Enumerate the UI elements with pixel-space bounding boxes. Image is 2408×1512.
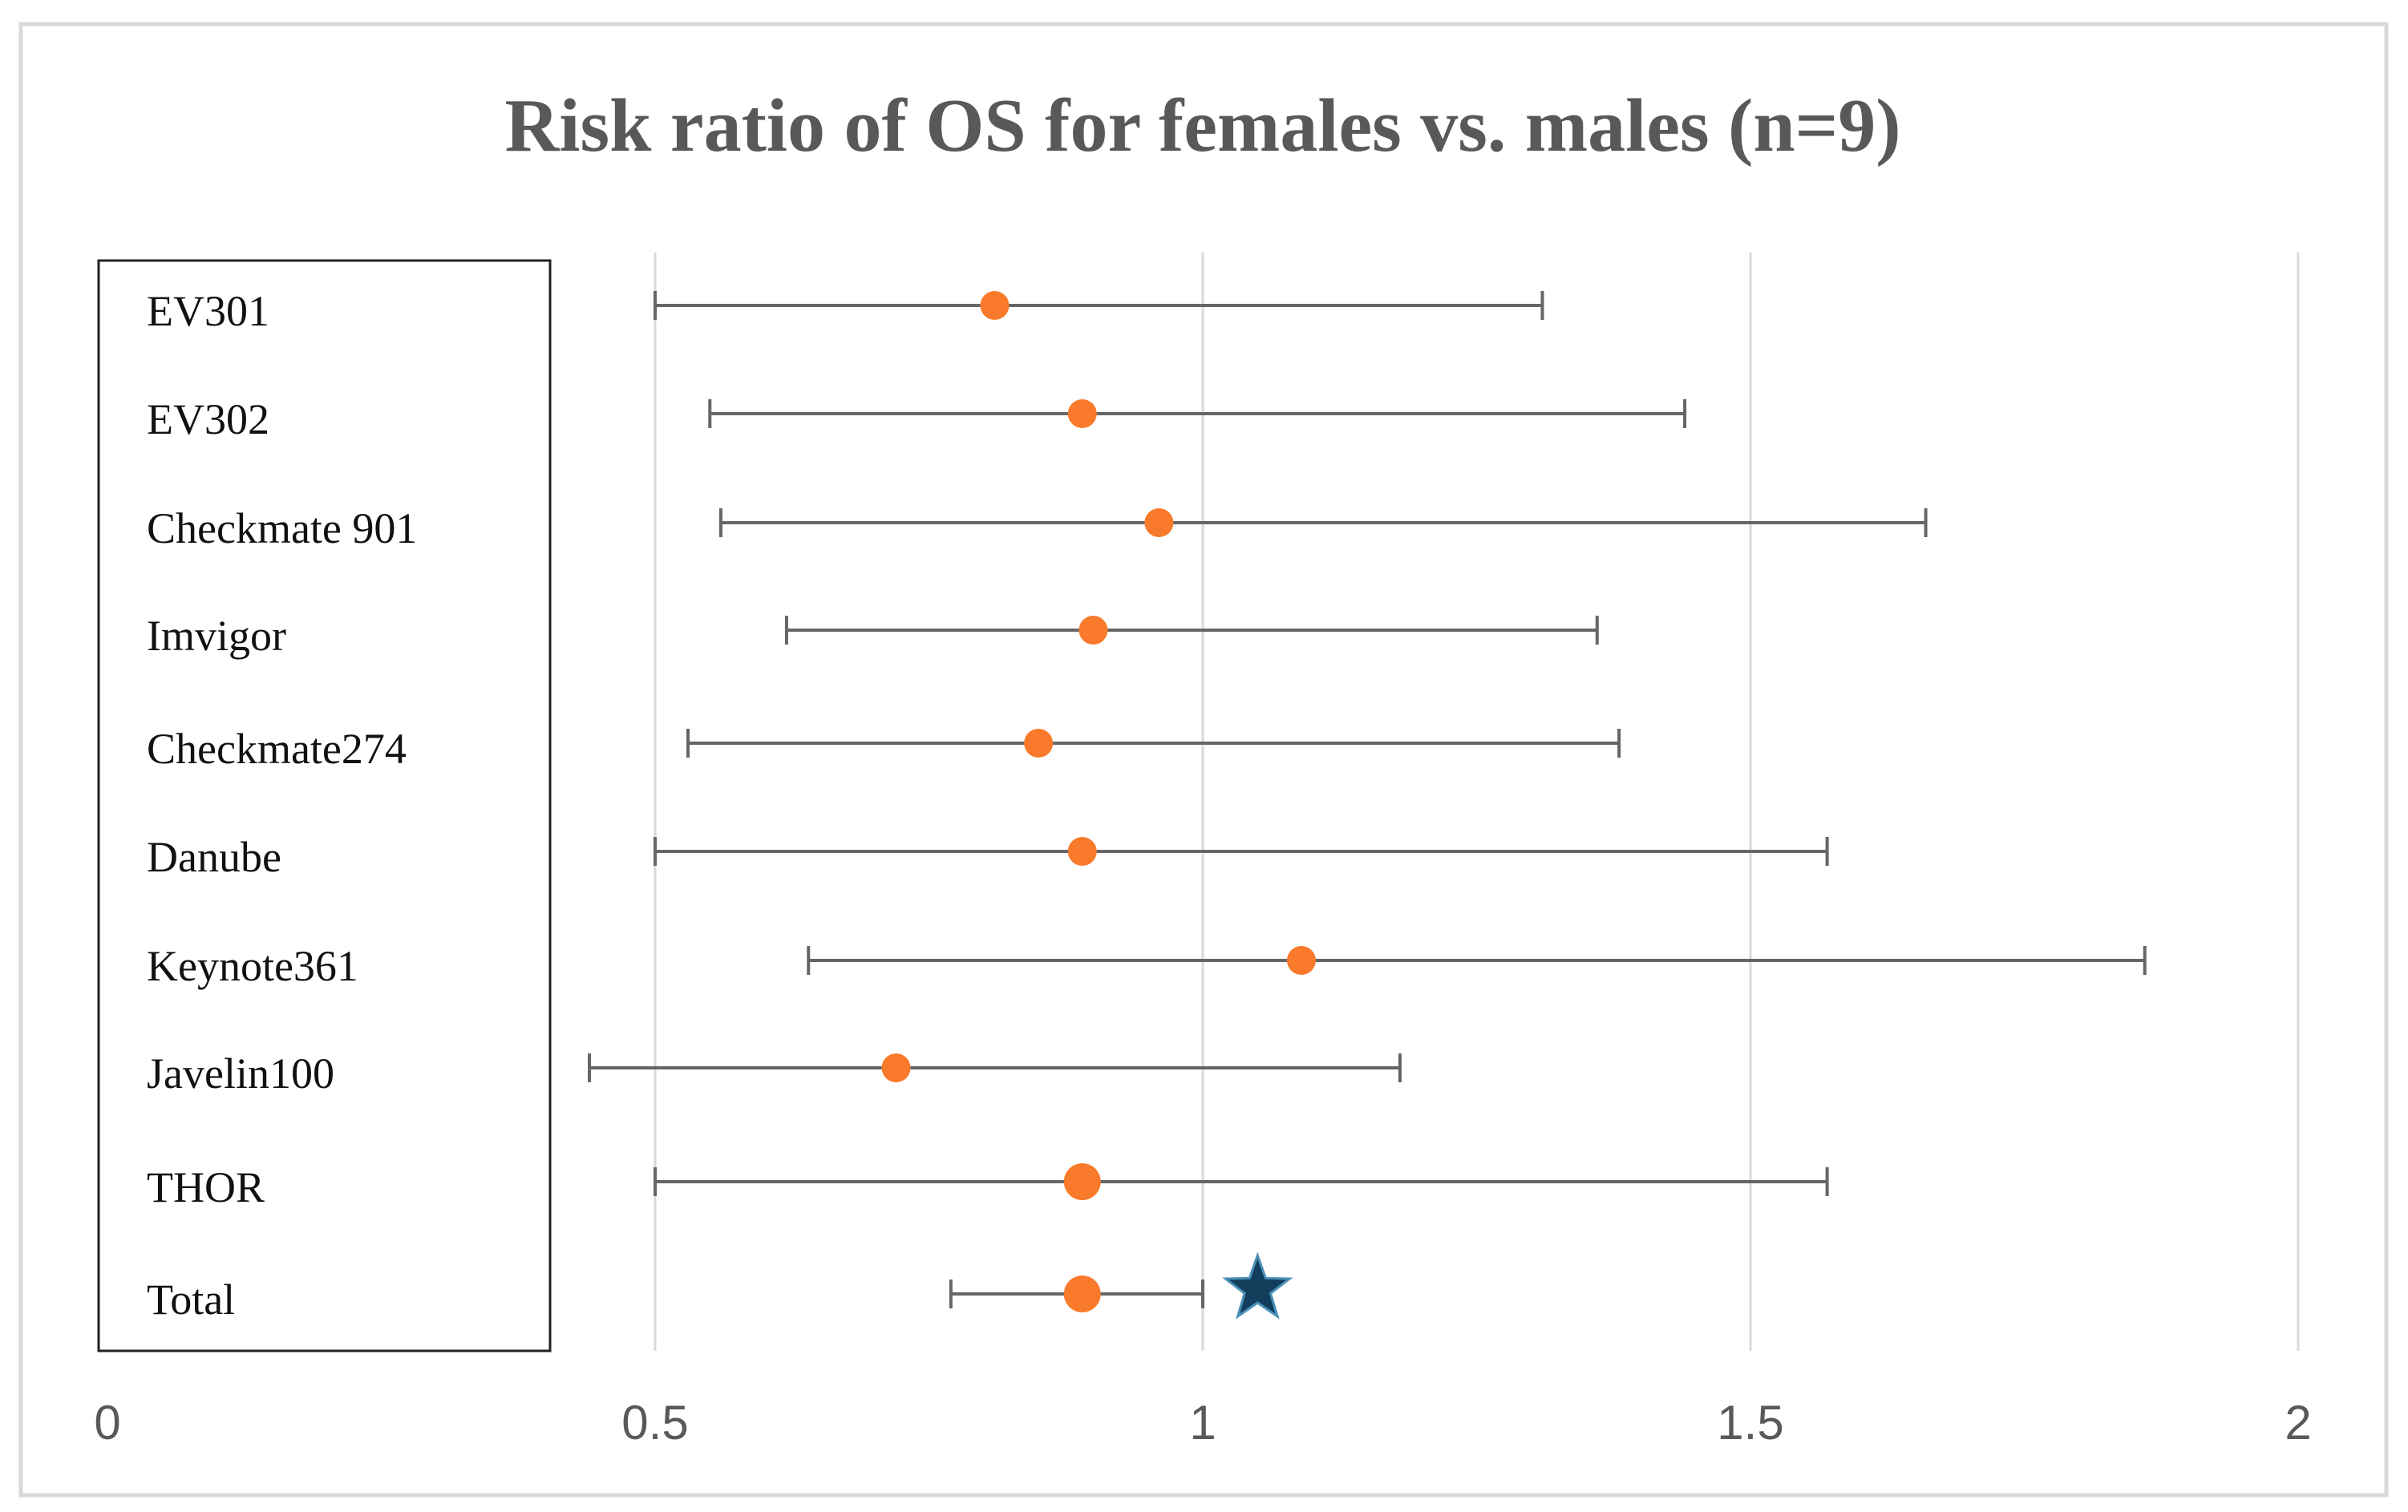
study-label: EV301 <box>147 287 269 335</box>
chart-title: Risk ratio of OS for females vs. males (… <box>504 84 1900 168</box>
point-estimate <box>1144 508 1174 537</box>
point-estimate <box>980 291 1010 320</box>
x-tick-label: 0 <box>94 1396 120 1449</box>
point-estimate <box>1024 729 1054 758</box>
point-estimate <box>1286 946 1316 975</box>
study-label: Danube <box>147 833 281 881</box>
point-estimate <box>1063 1275 1101 1312</box>
study-label: EV302 <box>147 395 269 443</box>
point-estimate <box>881 1053 911 1082</box>
point-estimate <box>1067 837 1097 866</box>
study-labels: EV301 EV302 Checkmate 901 Imvigor Checkmate2… <box>147 287 417 1324</box>
point-estimate <box>1079 616 1108 645</box>
study-label: THOR <box>147 1163 265 1211</box>
study-label: Total <box>147 1275 235 1324</box>
study-label: Checkmate 901 <box>147 504 417 552</box>
point-estimate <box>1063 1163 1101 1200</box>
study-label: Checkmate274 <box>147 725 407 773</box>
point-estimate <box>1067 399 1097 428</box>
x-tick-label: 0.5 <box>621 1396 688 1449</box>
x-tick-label: 1 <box>1189 1396 1216 1449</box>
study-label-box <box>97 259 552 1352</box>
study-label: Imvigor <box>147 612 286 660</box>
x-axis-ticks: 0 0.5 1 1.5 2 <box>94 1396 2311 1449</box>
x-tick-label: 1.5 <box>1717 1396 1783 1449</box>
study-label: Javelin100 <box>147 1049 334 1098</box>
study-label: Keynote361 <box>147 942 358 990</box>
data-marks <box>588 291 2147 1320</box>
significance-star-icon <box>1222 1251 1293 1320</box>
x-tick-label: 2 <box>2285 1396 2311 1449</box>
